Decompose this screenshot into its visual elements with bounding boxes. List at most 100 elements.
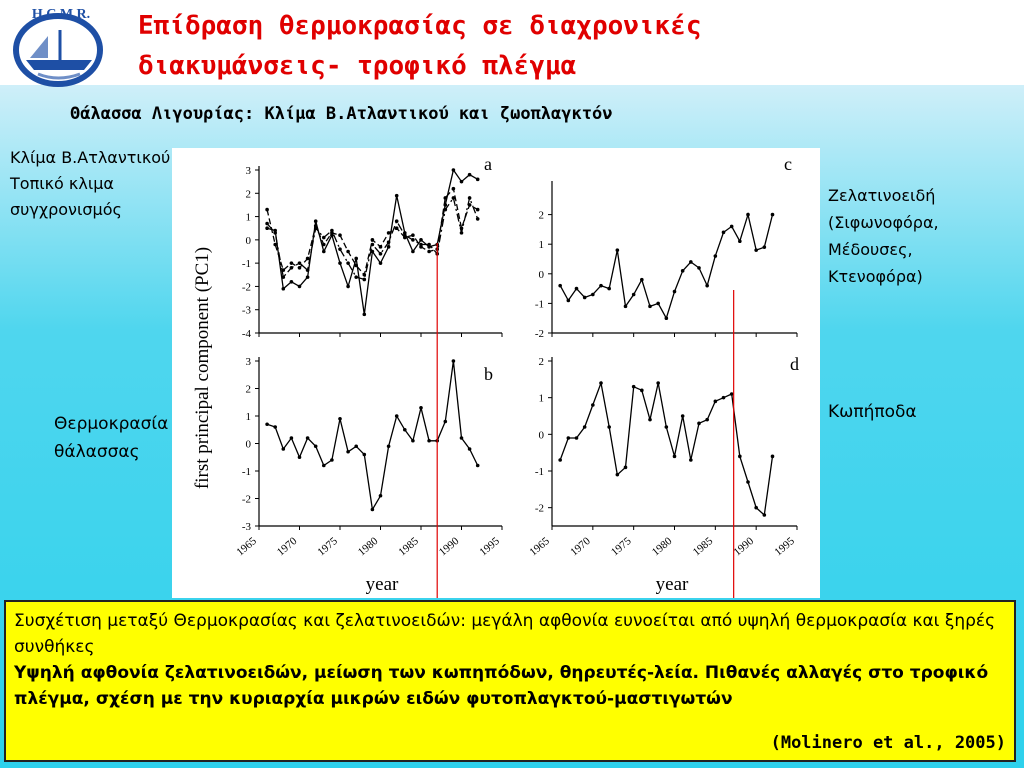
data-point	[591, 292, 595, 297]
citation: (Molinero et al., 2005)	[770, 733, 1006, 753]
data-point	[378, 245, 383, 249]
data-point	[459, 179, 464, 184]
x-tick-label: 1975	[609, 535, 634, 559]
caption-line-1: Συσχέτιση μεταξύ Θερμοκρασίας και ζελατι…	[14, 611, 996, 657]
data-point	[354, 256, 358, 261]
chart-panel-d: 2 1 0 -1 -2 1965 1970 1975 1980 1985 1990 1995 d	[527, 354, 799, 558]
data-point	[322, 463, 326, 468]
data-point	[386, 444, 391, 449]
x-tick-label: 1980	[650, 535, 675, 559]
data-point	[664, 316, 669, 320]
label-panel-c: Ζελατινοειδή (Σιφωνοφόρα, Μέδουσες, Κτεν…	[828, 182, 939, 290]
data-point	[475, 207, 480, 212]
data-point	[467, 447, 472, 451]
y-tick-label: 0	[539, 429, 545, 441]
data-point	[459, 436, 464, 440]
series-line	[559, 212, 774, 320]
data-point	[419, 405, 423, 410]
data-point	[305, 256, 310, 261]
data-point	[729, 392, 734, 396]
y-tick-label: 3	[246, 165, 252, 177]
y-tick-label: -3	[242, 305, 252, 317]
x-tick-label: 1970	[275, 535, 300, 559]
data-point	[297, 261, 302, 265]
y-tick-label: -1	[242, 466, 251, 478]
data-point	[475, 463, 480, 468]
data-point	[582, 295, 587, 300]
data-point	[574, 436, 579, 440]
data-point	[281, 447, 286, 451]
data-point	[721, 395, 726, 400]
data-point	[607, 425, 611, 429]
data-point	[394, 193, 399, 198]
data-point	[330, 458, 334, 462]
data-point	[680, 269, 685, 273]
data-point	[459, 231, 464, 235]
y-tick-label: 2	[246, 188, 252, 200]
data-point	[281, 286, 286, 291]
data-point	[354, 275, 358, 279]
data-point	[322, 242, 326, 247]
data-point	[305, 436, 310, 440]
x-tick-label: 1995	[477, 535, 502, 559]
data-point	[305, 275, 310, 279]
data-point	[762, 513, 767, 517]
data-point	[394, 226, 399, 231]
data-point	[574, 286, 579, 291]
data-point	[370, 238, 375, 242]
y-tick-label: 1	[246, 212, 252, 224]
data-point	[394, 219, 399, 224]
chart-panel-b: 3 2 1 0 -1 -2 -3 1965 1970 1975 1980 1985 1990 1995 b	[234, 356, 503, 559]
data-point	[338, 233, 342, 237]
data-point	[680, 414, 685, 418]
data-point	[297, 266, 302, 270]
data-point	[313, 444, 318, 449]
data-point	[427, 242, 431, 247]
data-point	[281, 275, 286, 279]
data-point	[346, 261, 350, 265]
y-tick-label: 0	[246, 235, 252, 247]
data-point	[394, 414, 399, 418]
data-point	[713, 254, 718, 258]
title-line-1: Επίδραση θερμοκρασίας σε διαχρονικές	[138, 11, 702, 41]
label-a-line: συγχρονισμός	[10, 200, 122, 219]
y-axis-title: first principal component (PC1)	[192, 247, 213, 489]
page-subtitle: Θάλασσα Λιγουρίας: Κλίμα Β.Ατλαντικού κα…	[70, 104, 613, 124]
data-point	[729, 224, 734, 229]
data-point	[313, 219, 318, 224]
data-point	[607, 286, 611, 291]
data-point	[467, 172, 472, 177]
title-line-2: διακυμάνσεις- τροφικό πλέγμα	[138, 51, 577, 81]
label-c-line: Ζελατινοειδή	[828, 186, 936, 205]
label-c-line: (Σιφωνοφόρα,	[828, 213, 939, 232]
data-point	[289, 279, 294, 284]
data-point	[378, 493, 383, 498]
y-tick-label: 3	[246, 356, 252, 368]
data-point	[273, 425, 277, 429]
chart-svg: 3 2 1 0 -1 -2 -3 -4 a 3 2 1 0 -1 -2 -3 1965 1970 1975 1980 1…	[192, 154, 799, 598]
data-point	[697, 266, 701, 270]
data-point	[362, 312, 367, 317]
y-tick-label: -2	[535, 328, 544, 340]
data-point	[664, 425, 669, 429]
x-tick-label: 1965	[527, 535, 552, 559]
data-point	[475, 177, 480, 182]
label-panel-a: Κλίμα Β.Ατλαντικού Τοπικό κλιμα συγχρονι…	[10, 145, 170, 223]
data-point	[411, 249, 415, 254]
data-point	[443, 196, 448, 200]
x-tick-label: 1990	[437, 535, 462, 559]
data-point	[330, 228, 334, 233]
data-point	[338, 416, 342, 421]
y-tick-label: 1	[539, 393, 545, 405]
y-tick-label: -4	[242, 328, 252, 340]
data-point	[273, 242, 277, 247]
y-tick-label: -1	[242, 258, 251, 270]
data-point	[346, 249, 350, 254]
data-point	[746, 212, 750, 217]
y-tick-label: 2	[539, 356, 545, 368]
data-point	[289, 436, 294, 440]
data-point	[265, 207, 269, 212]
x-tick-label: 1995	[772, 535, 797, 559]
data-point	[354, 263, 358, 268]
y-tick-label: -1	[535, 298, 544, 310]
